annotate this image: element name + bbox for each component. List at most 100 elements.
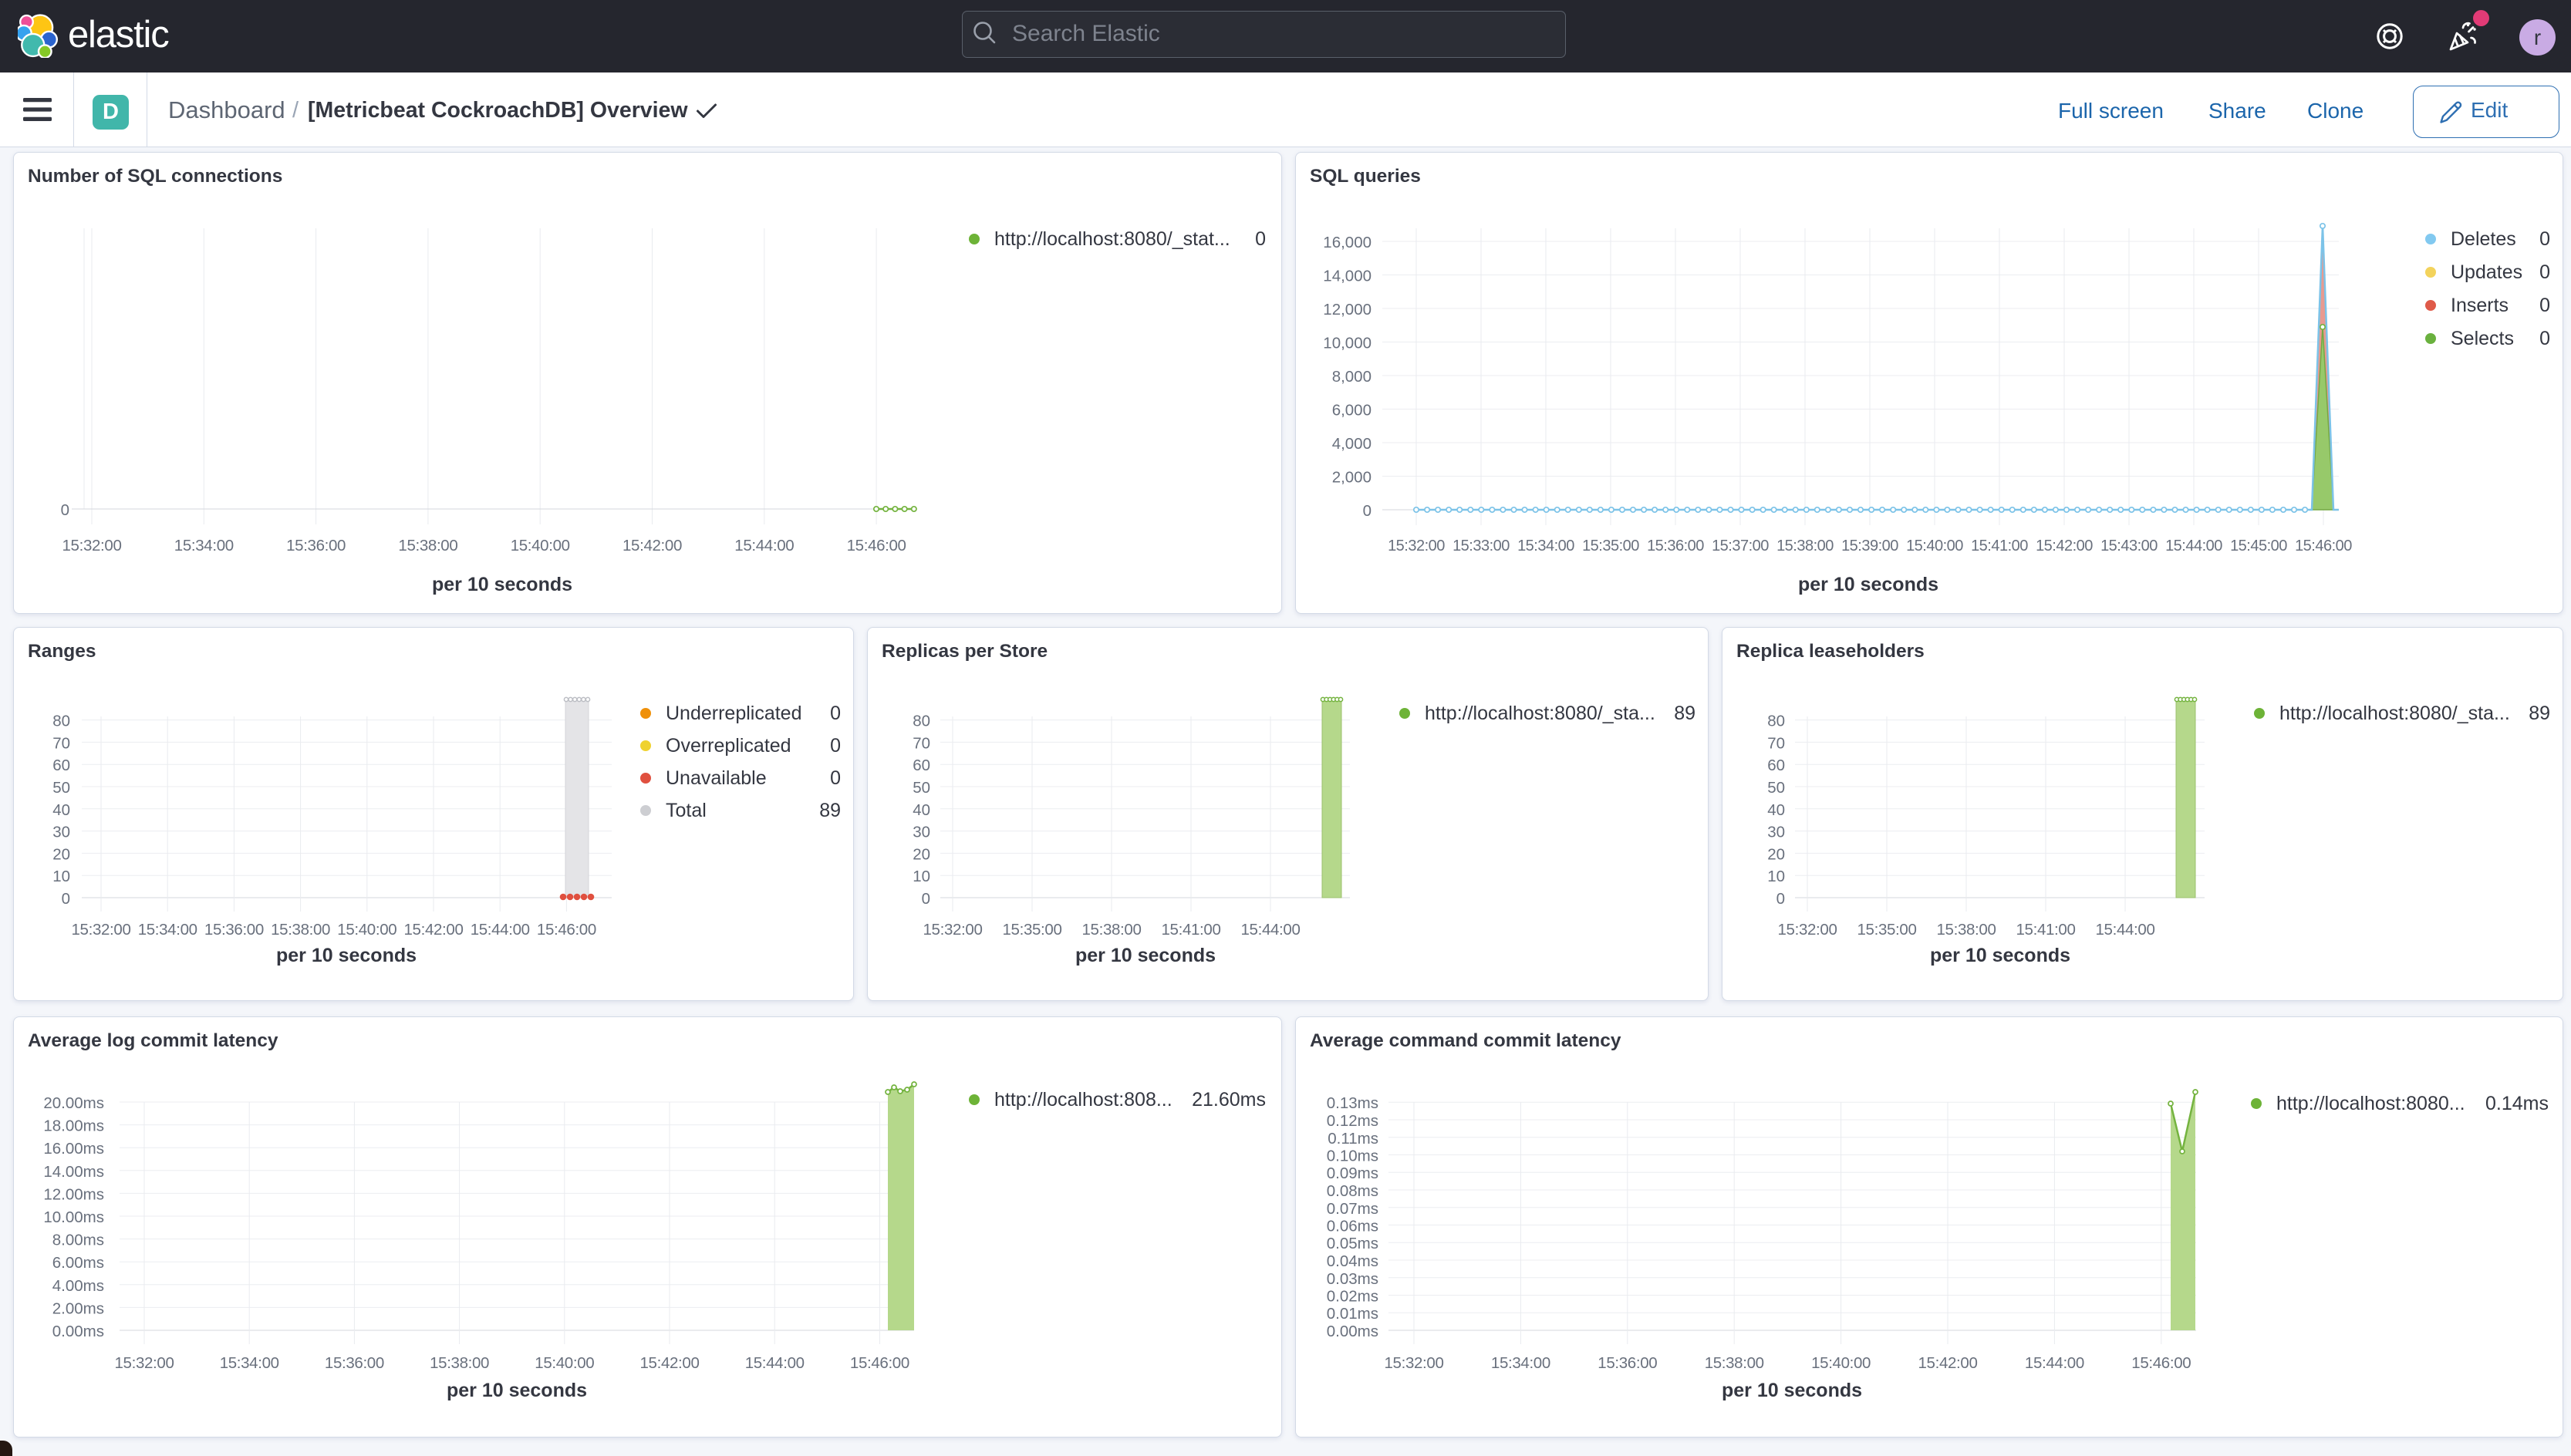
svg-text:15:33:00: 15:33:00: [1453, 538, 1510, 554]
svg-text:15:38:00: 15:38:00: [1082, 921, 1142, 939]
svg-text:15:38:00: 15:38:00: [430, 1354, 489, 1372]
svg-text:Ranges: Ranges: [28, 641, 96, 662]
svg-text:0.10ms: 0.10ms: [1327, 1148, 1378, 1165]
svg-text:89: 89: [2529, 703, 2550, 724]
svg-text:Selects: Selects: [2451, 328, 2514, 349]
svg-text:15:34:00: 15:34:00: [138, 921, 197, 939]
svg-text:0.07ms: 0.07ms: [1327, 1200, 1378, 1218]
svg-text:10: 10: [1767, 868, 1785, 885]
svg-text:0: 0: [61, 501, 69, 519]
svg-text:15:34:00: 15:34:00: [174, 537, 234, 554]
svg-text:http://localhost:8080...: http://localhost:8080...: [2276, 1093, 2465, 1114]
svg-text:15:38:00: 15:38:00: [1937, 921, 1996, 939]
svg-text:0.06ms: 0.06ms: [1327, 1218, 1378, 1235]
svg-text:15:34:00: 15:34:00: [1517, 538, 1574, 554]
svg-text:15:40:00: 15:40:00: [535, 1354, 594, 1372]
svg-text:15:46:00: 15:46:00: [850, 1354, 909, 1372]
svg-text:15:36:00: 15:36:00: [286, 537, 346, 554]
svg-text:0: 0: [1776, 890, 1785, 908]
svg-text:Replica leaseholders: Replica leaseholders: [1736, 641, 1925, 662]
svg-text:15:41:00: 15:41:00: [1971, 538, 2028, 554]
svg-text:0.05ms: 0.05ms: [1327, 1235, 1378, 1252]
svg-text:0.00ms: 0.00ms: [1327, 1323, 1378, 1340]
svg-text:0.02ms: 0.02ms: [1327, 1288, 1378, 1306]
svg-text:0: 0: [62, 890, 70, 908]
svg-text:60: 60: [913, 757, 930, 774]
svg-text:60: 60: [52, 757, 70, 774]
svg-text:15:42:00: 15:42:00: [640, 1354, 700, 1372]
svg-text:15:40:00: 15:40:00: [511, 537, 570, 554]
svg-text:Updates: Updates: [2451, 261, 2522, 283]
svg-text:Replicas per Store: Replicas per Store: [882, 641, 1048, 662]
svg-text:0.00ms: 0.00ms: [52, 1323, 104, 1340]
svg-text:70: 70: [913, 734, 930, 752]
svg-text:per 10 seconds: per 10 seconds: [1722, 1380, 1862, 1401]
svg-text:per 10 seconds: per 10 seconds: [276, 945, 417, 966]
svg-text:0.12ms: 0.12ms: [1327, 1112, 1378, 1130]
svg-text:15:37:00: 15:37:00: [1712, 538, 1769, 554]
svg-text:0: 0: [2539, 328, 2550, 349]
svg-text:15:41:00: 15:41:00: [1162, 921, 1221, 939]
svg-text:89: 89: [819, 800, 841, 821]
svg-text:15:44:00: 15:44:00: [745, 1354, 805, 1372]
svg-text:15:36:00: 15:36:00: [204, 921, 264, 939]
svg-text:SQL queries: SQL queries: [1310, 166, 1421, 187]
svg-text:per 10 seconds: per 10 seconds: [1798, 574, 1938, 595]
svg-text:40: 40: [52, 801, 70, 819]
svg-text:14,000: 14,000: [1323, 268, 1372, 285]
svg-text:15:42:00: 15:42:00: [623, 537, 682, 554]
svg-text:Underreplicated: Underreplicated: [666, 703, 802, 724]
svg-text:0: 0: [1255, 228, 1266, 250]
svg-text:10: 10: [52, 868, 70, 885]
svg-text:15:38:00: 15:38:00: [398, 537, 457, 554]
svg-text:15:44:00: 15:44:00: [1241, 921, 1301, 939]
svg-text:15:35:00: 15:35:00: [1582, 538, 1639, 554]
svg-text:15:42:00: 15:42:00: [1918, 1354, 1978, 1372]
svg-text:30: 30: [913, 824, 930, 841]
svg-text:per 10 seconds: per 10 seconds: [432, 574, 572, 595]
svg-text:15:35:00: 15:35:00: [1857, 921, 1917, 939]
svg-text:15:44:00: 15:44:00: [471, 921, 530, 939]
svg-text:30: 30: [52, 824, 70, 841]
svg-text:20: 20: [913, 845, 930, 863]
svg-text:15:44:00: 15:44:00: [2096, 921, 2155, 939]
svg-text:15:36:00: 15:36:00: [325, 1354, 384, 1372]
svg-text:4,000: 4,000: [1332, 435, 1372, 453]
svg-text:0.11ms: 0.11ms: [1328, 1130, 1378, 1148]
svg-text:Inserts: Inserts: [2451, 295, 2509, 316]
svg-text:6,000: 6,000: [1332, 402, 1372, 420]
svg-text:15:36:00: 15:36:00: [1647, 538, 1704, 554]
svg-text:15:34:00: 15:34:00: [220, 1354, 279, 1372]
svg-text:0: 0: [2539, 261, 2550, 283]
svg-text:0.08ms: 0.08ms: [1327, 1182, 1378, 1200]
svg-text:15:38:00: 15:38:00: [1776, 538, 1834, 554]
svg-text:14.00ms: 14.00ms: [43, 1163, 104, 1181]
svg-text:16.00ms: 16.00ms: [43, 1140, 104, 1158]
svg-text:0: 0: [1363, 502, 1372, 520]
svg-text:15:32:00: 15:32:00: [62, 537, 122, 554]
svg-text:8,000: 8,000: [1332, 368, 1372, 386]
svg-text:10,000: 10,000: [1323, 335, 1372, 352]
svg-text:70: 70: [52, 734, 70, 752]
svg-text:Deletes: Deletes: [2451, 228, 2516, 250]
svg-text:http://localhost:8080/_stat...: http://localhost:8080/_stat...: [994, 228, 1230, 250]
svg-text:40: 40: [913, 801, 930, 819]
svg-text:0: 0: [830, 767, 841, 789]
svg-text:20.00ms: 20.00ms: [43, 1094, 104, 1112]
svg-text:15:32:00: 15:32:00: [115, 1354, 174, 1372]
svg-text:0.13ms: 0.13ms: [1327, 1094, 1378, 1112]
svg-text:10.00ms: 10.00ms: [43, 1208, 104, 1226]
svg-text:http://localhost:8080/_sta...: http://localhost:8080/_sta...: [1425, 703, 1655, 724]
svg-text:80: 80: [52, 713, 70, 730]
svg-text:15:44:00: 15:44:00: [2025, 1354, 2084, 1372]
svg-text:15:34:00: 15:34:00: [1491, 1354, 1550, 1372]
svg-text:0.14ms: 0.14ms: [2485, 1093, 2549, 1114]
svg-text:15:36:00: 15:36:00: [1598, 1354, 1657, 1372]
svg-text:15:40:00: 15:40:00: [1906, 538, 1963, 554]
svg-text:15:32:00: 15:32:00: [72, 921, 131, 939]
svg-text:2.00ms: 2.00ms: [52, 1299, 104, 1317]
svg-text:15:46:00: 15:46:00: [537, 921, 596, 939]
svg-text:Unavailable: Unavailable: [666, 767, 767, 789]
svg-text:80: 80: [1767, 713, 1785, 730]
svg-text:40: 40: [1767, 801, 1785, 819]
